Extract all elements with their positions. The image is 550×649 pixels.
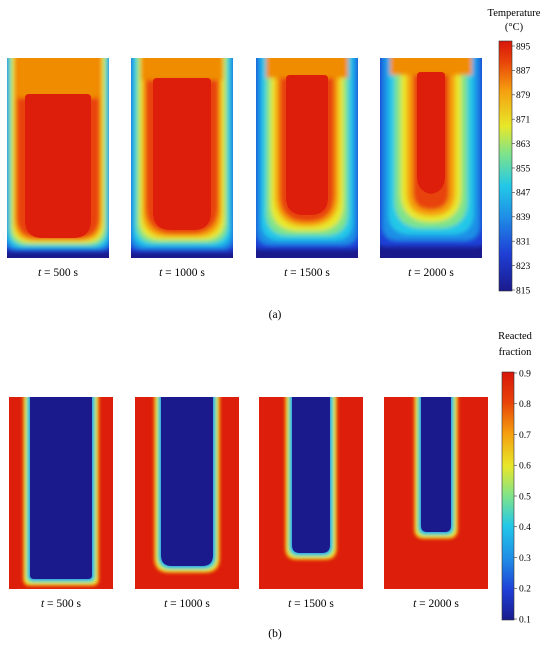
- panel-b-reacted-fraction: t = 500 s t = 1000 s t = 1500 s t = 2000 s: [9, 397, 488, 610]
- top-orange-region: [390, 58, 472, 75]
- colorbar-tick-label: 823: [516, 262, 531, 272]
- reacted-colorbar-bar: [501, 371, 515, 621]
- colorbar-tick-label: 839: [516, 213, 531, 223]
- reacted-frame-2: t = 1000 s: [135, 397, 239, 610]
- unreacted-core: [292, 397, 330, 553]
- top-orange-region: [17, 58, 99, 98]
- colorbar-title-line1: Temperature: [488, 8, 541, 19]
- reacted-frame-1: t = 500 s: [9, 397, 113, 610]
- unreacted-core: [30, 397, 92, 579]
- colorbar-tick-label: 0.3: [519, 554, 531, 564]
- colorbar-tick-label: 815: [516, 286, 531, 296]
- colorbar-tick-label: 0.4: [519, 523, 531, 533]
- top-orange-region: [141, 58, 223, 80]
- temperature-frame-3: t = 1500 s: [256, 58, 358, 279]
- colorbar-tick-label: 0.5: [519, 492, 531, 502]
- temperature-frame-1: t = 500 s: [7, 58, 109, 279]
- colorbar-tick-label: 0.7: [519, 431, 531, 441]
- colorbar-tick-label: 847: [516, 189, 531, 199]
- panel-b-label: (b): [268, 628, 282, 640]
- temperature-frame-2: t = 1000 s: [131, 58, 233, 279]
- panel-a-label: (a): [269, 309, 282, 321]
- temperature-frame-caption: t = 2000 s: [408, 267, 454, 279]
- panel-a-temperature: t = 500 s t = 1000 s t = 1500 s t = 2000 s: [7, 58, 482, 279]
- colorbar-tick-label: 831: [516, 238, 531, 248]
- temperature-frame-caption: t = 1500 s: [284, 267, 330, 279]
- reacted-colorbar-ticks: 0.9 0.8 0.7 0.6 0.5 0.4 0.3 0.2 0.1: [514, 369, 531, 625]
- unreacted-core: [421, 397, 451, 532]
- temperature-frame-caption: t = 500 s: [38, 267, 79, 279]
- colorbar-tick-label: 0.1: [519, 615, 531, 625]
- reacted-frame-3: t = 1500 s: [259, 397, 363, 610]
- top-orange-region: [266, 58, 348, 78]
- colorbar-tick-label: 871: [516, 116, 531, 126]
- reacted-frame-caption: t = 1000 s: [164, 598, 210, 610]
- colorbar-tick-label: 0.2: [519, 585, 531, 595]
- reacted-frame-4: t = 2000 s: [384, 397, 488, 610]
- hot-core: [417, 72, 445, 194]
- reacted-frame-caption: t = 2000 s: [413, 598, 459, 610]
- colorbar-b-title-line2: fraction: [499, 347, 532, 358]
- colorbar-tick-label: 895: [516, 42, 531, 52]
- reacted-frame-caption: t = 1500 s: [288, 598, 334, 610]
- colorbar-tick-label: 855: [516, 164, 531, 174]
- colorbar-title-line2: (°C): [505, 22, 524, 33]
- hot-core: [25, 94, 91, 238]
- hot-core: [286, 75, 328, 215]
- colorbar-tick-label: 879: [516, 91, 531, 101]
- temperature-frame-4: t = 2000 s: [380, 58, 482, 279]
- colorbar-tick-label: 863: [516, 140, 531, 150]
- temperature-colorbar-ticks: 895 887 879 871 863 855 847 839 831 823 815: [512, 42, 531, 296]
- colorbar-tick-label: 0.6: [519, 462, 531, 472]
- reacted-colorbar: Reacted fraction 0.90.80.70.60.50.40.30.…: [498, 331, 533, 625]
- hot-core: [153, 78, 211, 230]
- reacted-frame-caption: t = 500 s: [41, 598, 82, 610]
- colorbar-tick-label: 0.9: [519, 369, 531, 379]
- temperature-frame-caption: t = 1000 s: [159, 267, 205, 279]
- temperature-colorbar-bar: [498, 40, 513, 292]
- temperature-colorbar: Temperature (°C) 895 887 879 871 863 855 847 83…: [488, 8, 541, 296]
- colorbar-tick-label: 887: [516, 67, 531, 77]
- colorbar-b-title-line1: Reacted: [498, 331, 533, 342]
- unreacted-core: [161, 397, 213, 566]
- colorbar-tick-label: 0.8: [519, 400, 531, 410]
